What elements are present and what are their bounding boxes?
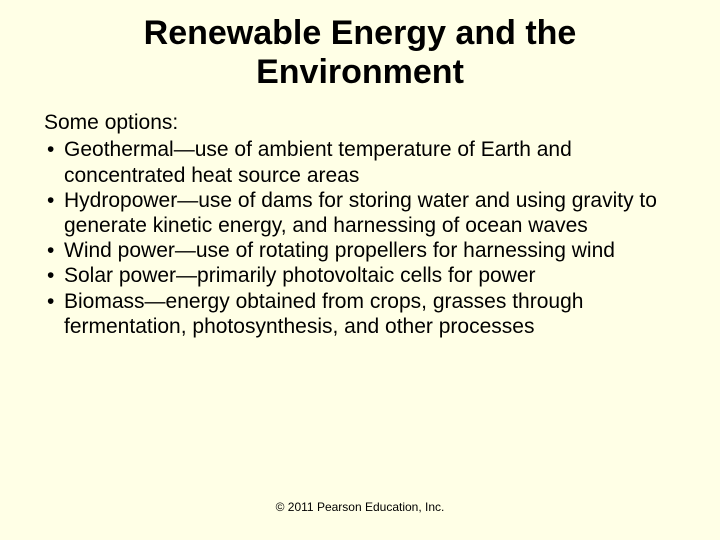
slide-body: Some options: Geothermal—use of ambient … [40, 110, 680, 339]
list-item: Biomass—energy obtained from crops, gras… [44, 289, 680, 339]
bullet-list: Geothermal—use of ambient temperature of… [44, 137, 680, 339]
slide-title: Renewable Energy and the Environment [40, 14, 680, 92]
intro-text: Some options: [44, 110, 680, 135]
list-item: Geothermal—use of ambient temperature of… [44, 137, 680, 187]
slide: Renewable Energy and the Environment Som… [0, 0, 720, 540]
list-item: Wind power—use of rotating propellers fo… [44, 238, 680, 263]
copyright-footer: © 2011 Pearson Education, Inc. [0, 500, 720, 514]
list-item: Solar power—primarily photovoltaic cells… [44, 263, 680, 288]
list-item: Hydropower—use of dams for storing water… [44, 188, 680, 238]
